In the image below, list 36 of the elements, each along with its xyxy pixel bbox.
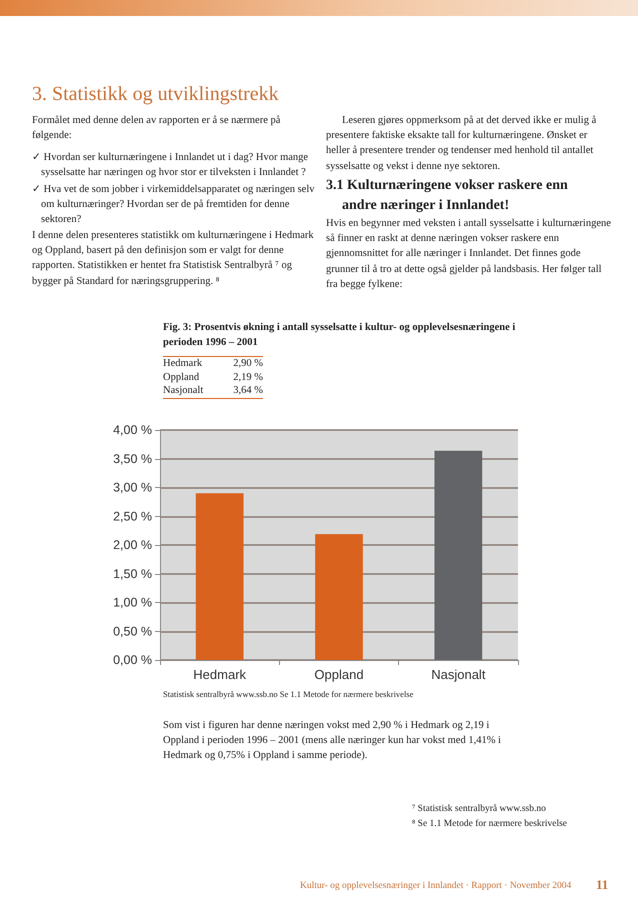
y-tick-label: 1,00 % (113, 596, 152, 610)
text: 3,64 % (233, 384, 263, 398)
y-tick-label: 4,00 % (113, 423, 152, 437)
bar (315, 534, 363, 660)
text: Hvis en begynner med veksten i antall sysselsatte i kulturnæringene så finner en raskt at denne næringen vokser raskere enn gjennomsnittet for alle næringer i Innlandet. Det finnes gode grunner til å tro at dette også gjelder på landsbasis. Her følger tall fra begge fylkene: (326, 217, 612, 292)
text: 2,90 % (233, 357, 263, 371)
x-tick-label: Oppland (314, 667, 364, 682)
y-tick-label: 1,50 % (113, 566, 152, 581)
bar (434, 450, 482, 660)
text: ✓ Hva vet de som jobber i virkemiddelsapparatet og næringen selv om kulturnæringer? Hvordan ser de på fremtiden for denne sektoren? (32, 183, 316, 228)
y-tick-label: 3,50 % (113, 452, 152, 466)
y-tick-label: 3,00 % (113, 480, 152, 494)
text: 3.1 Kulturnæringene vokser raskere enn andre næringer i Innlandet! (326, 177, 569, 216)
text: Hedmark (163, 357, 204, 371)
text: 2,19 % (233, 370, 263, 384)
y-tick-label: 0,50 % (113, 624, 152, 638)
text: Statistisk sentralbyrå www.ssb.no Se 1.1 Metode for nærmere beskrivelse (163, 688, 414, 700)
text: Kultur- og opplevelsesnæringer i Innlandet · Rapport · November 2004 (300, 880, 572, 893)
text: Som vist i figuren har denne næringen vokst med 2,90 % i Hedmark og 2,19 i Oppland i perioden 1996 – 2001 (mens alle næringer kun har vokst med 1,41% i Hedmark og 0,75% i Oppland i samme periode). (163, 719, 502, 764)
text: ✓ Hvordan ser kulturnæringene i Innlandet ut i dag? Hvor mange sysselsatte har næringen og hvor stor er tilveksten i Innlandet ? (32, 151, 310, 180)
y-tick-label: 0,00 % (113, 653, 152, 667)
text: Nasjonalt (163, 384, 204, 398)
text: Oppland (163, 370, 200, 384)
text: 3. Statistikk og utviklingstrekk (32, 82, 280, 107)
text: Formålet med denne delen av rapporten er å se nærmere på følgende: (32, 114, 282, 144)
y-tick-label: 2,00 % (113, 538, 152, 552)
x-tick-label: Hedmark (193, 667, 247, 682)
text: ⁷ Statistisk sentralbyrå www.ssb.no (412, 803, 547, 816)
chart-title: Fig. 3: Prosentvis økning i antall sysselsatte i kultur- og opplevelsesnæringene i perioden 1996 – 2001 (163, 321, 516, 350)
text: I denne delen presenteres statistikk om kulturnæringene i Hedmark og Oppland, basert på den definisjon som er valgt for denne rapporten. Statistikken er hentet fra Statistisk Sentralbyrå ⁷ og bygger på Standard for næringsgruppering. ⁸ (32, 229, 315, 289)
bar (196, 493, 244, 660)
text: ⁸ Se 1.1 Metode for nærmere beskrivelse (412, 818, 568, 831)
y-tick-label: 2,50 % (113, 509, 152, 524)
text: 11 (596, 876, 610, 894)
text: Leseren gjøres oppmerksom på at det derved ikke er mulig å presentere faktiske eksakte tall for kulturnæringene. Ønsket er heller å presentere trender og tendenser med henhold til antallet sysselsatte og vekst i denne nye sektoren. (326, 114, 598, 174)
x-tick-label: Nasjonalt (431, 667, 486, 682)
